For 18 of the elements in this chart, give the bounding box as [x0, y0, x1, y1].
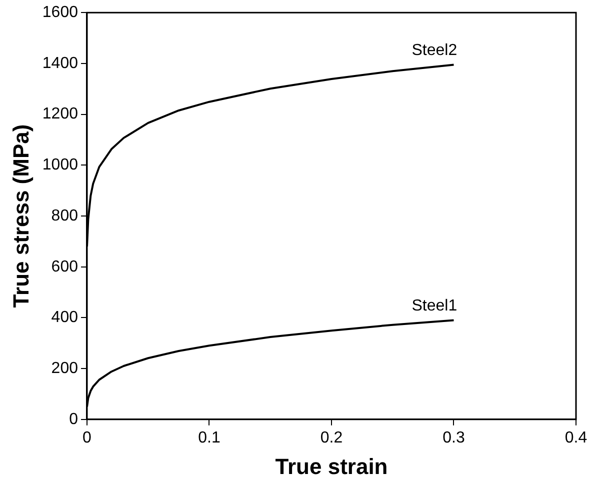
y-tick-label: 600 [51, 258, 78, 276]
y-tick-label: 1400 [42, 54, 78, 72]
y-tick-label: 1000 [42, 156, 78, 174]
y-tick-label: 1200 [42, 106, 78, 123]
y-tick-label: 200 [51, 360, 78, 377]
x-axis-title: True strain [275, 454, 388, 479]
series-label: Steel1 [412, 298, 458, 315]
y-tick-label: 1600 [42, 4, 78, 22]
x-tick-label: 0.3 [442, 429, 465, 446]
x-tick-label: 0.1 [198, 429, 220, 446]
series-label: Steel2 [412, 42, 458, 60]
x-tick-label: 0.2 [320, 429, 343, 446]
y-tick-label: 800 [51, 207, 78, 224]
x-tick-label: 0.4 [564, 429, 588, 446]
y-tick-label: 400 [51, 309, 78, 326]
y-tick-label: 0 [69, 410, 78, 428]
y-axis-title: True stress (MPa) [8, 124, 34, 308]
x-tick-label: 0 [82, 429, 92, 446]
